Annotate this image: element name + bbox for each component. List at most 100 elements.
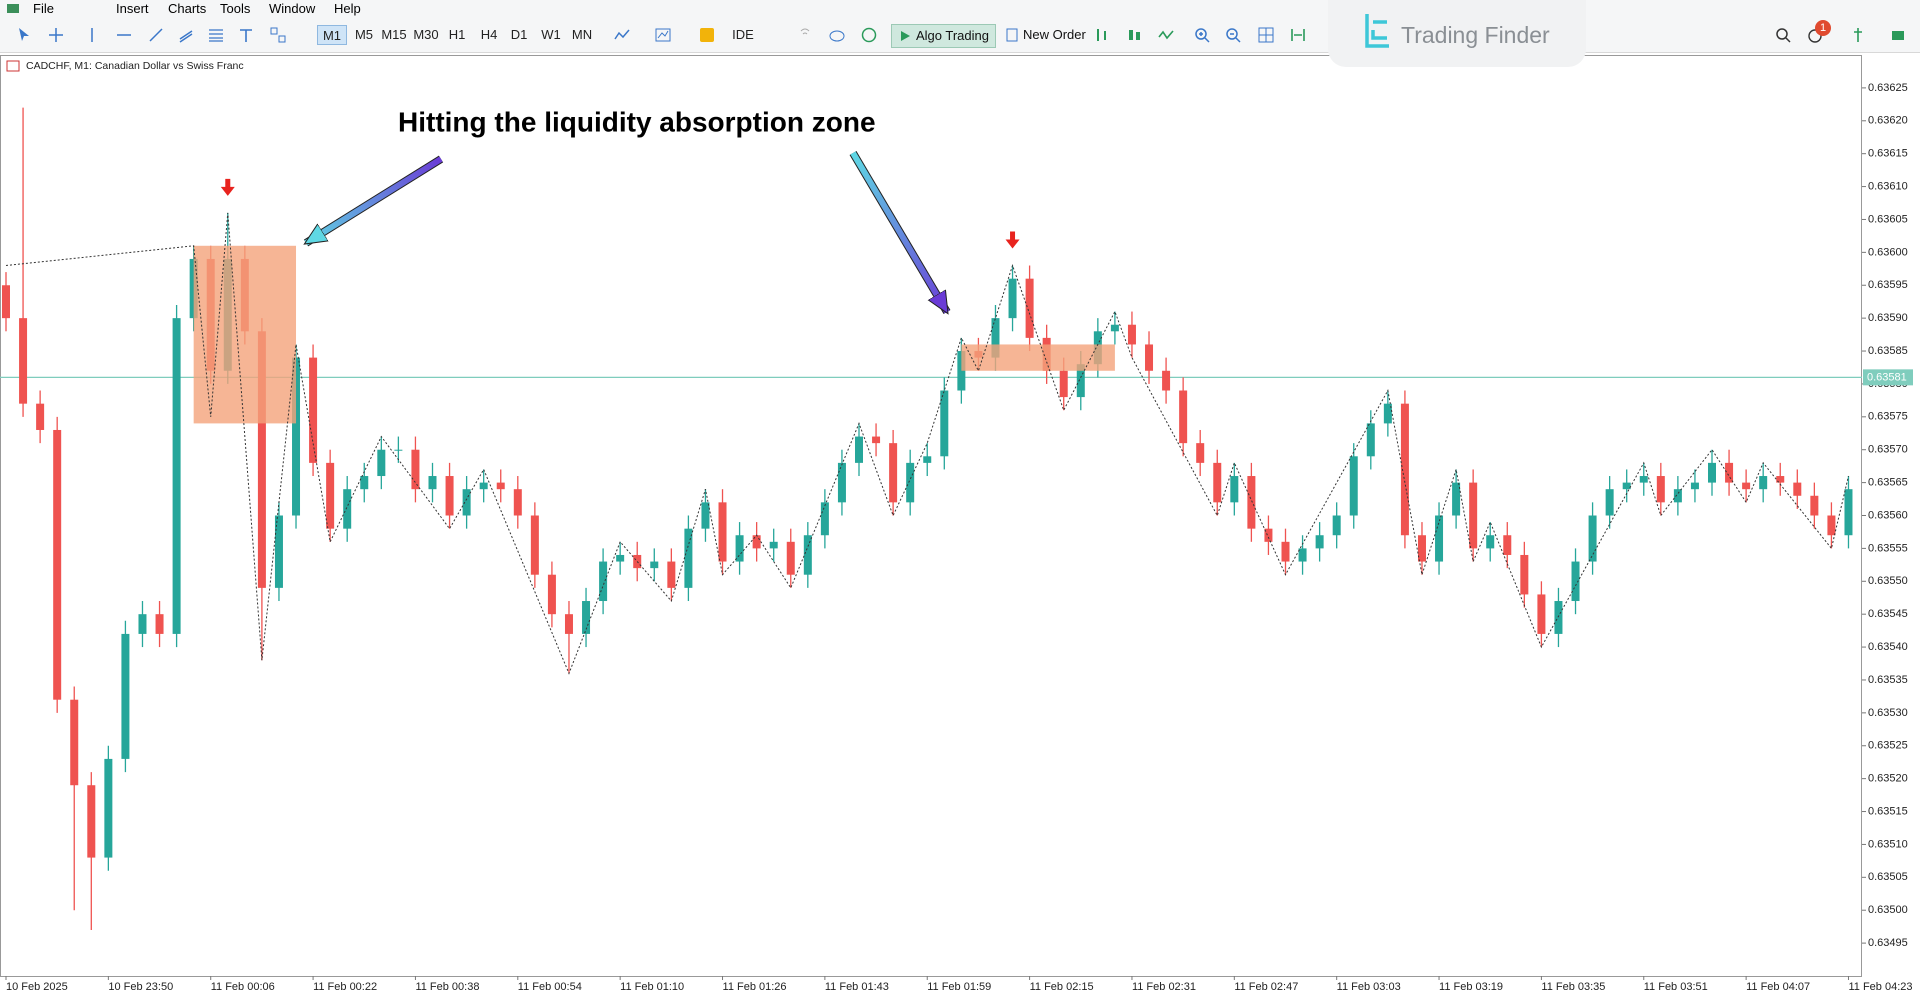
- x-tick-label: 11 Feb 00:22: [313, 981, 377, 993]
- account-icon[interactable]: [1850, 27, 1866, 43]
- market-icon[interactable]: [699, 27, 715, 43]
- x-tick-label: 11 Feb 03:03: [1337, 981, 1401, 993]
- text-icon[interactable]: [238, 27, 254, 43]
- timeframe-button[interactable]: H4: [480, 27, 498, 42]
- cloud-icon[interactable]: [829, 27, 845, 43]
- x-tick-label: 11 Feb 01:10: [620, 981, 684, 993]
- y-tick-label: 0.63510: [1868, 838, 1908, 850]
- candle-body: [1008, 278, 1017, 319]
- ide-button[interactable]: IDE: [732, 27, 754, 42]
- x-tick-label: 11 Feb 03:35: [1541, 981, 1605, 993]
- candle-body: [1332, 515, 1341, 536]
- candle-body: [701, 502, 710, 529]
- timeframe-button[interactable]: D1: [510, 27, 528, 42]
- menu-item[interactable]: Tools: [220, 1, 251, 16]
- trendline-icon[interactable]: [148, 27, 164, 43]
- line-icon[interactable]: [1158, 27, 1174, 43]
- vline-icon[interactable]: [84, 27, 100, 43]
- annotation: Hitting the liquidity absorption zone: [398, 106, 876, 137]
- candle-body: [1145, 344, 1154, 371]
- candle-body: [1486, 535, 1495, 549]
- candle-body: [889, 443, 898, 503]
- timeframe-button[interactable]: M5: [354, 27, 374, 42]
- candle-body: [820, 502, 829, 536]
- hline-icon[interactable]: [116, 27, 132, 43]
- y-tick-label: 0.63620: [1868, 115, 1908, 127]
- candle-body: [138, 614, 147, 634]
- menu-item[interactable]: Help: [334, 1, 361, 16]
- x-tick-label: 11 Feb 03:51: [1644, 981, 1708, 993]
- candle-body: [1639, 476, 1648, 483]
- x-tick-label: 11 Feb 04:07: [1746, 981, 1810, 993]
- candle-body: [53, 429, 62, 700]
- y-tick-label: 0.63540: [1868, 641, 1908, 653]
- candle-body: [1366, 423, 1375, 457]
- timeframe-button[interactable]: W1: [541, 27, 561, 42]
- candle-body: [1827, 515, 1836, 536]
- y-tick-label: 0.63625: [1868, 82, 1908, 94]
- fibo-icon[interactable]: [208, 27, 224, 43]
- grid-icon[interactable]: [1258, 27, 1274, 43]
- window-icon[interactable]: [1890, 27, 1906, 43]
- signal-icon[interactable]: [797, 27, 813, 43]
- candle-body: [1417, 535, 1426, 562]
- timeframe-button[interactable]: M30: [413, 27, 439, 42]
- zoom-out-icon[interactable]: [1225, 27, 1241, 43]
- candle-body: [564, 614, 573, 634]
- candle-body: [1435, 515, 1444, 562]
- signal-arrow: [220, 178, 235, 196]
- x-tick-label: 10 Feb 2025: [6, 981, 68, 993]
- candle-body: [872, 436, 881, 444]
- timeframe-button[interactable]: M1: [317, 25, 347, 45]
- x-tick-label: 11 Feb 02:47: [1234, 981, 1298, 993]
- chart-type-icon[interactable]: [614, 27, 630, 43]
- candle-body: [1213, 462, 1222, 503]
- y-tick-label: 0.63495: [1868, 937, 1908, 949]
- bars-icon[interactable]: [1094, 27, 1110, 43]
- new-order-button[interactable]: New Order: [999, 24, 1092, 46]
- y-tick-label: 0.63560: [1868, 509, 1908, 521]
- indicator-icon[interactable]: [655, 27, 671, 43]
- candle-body: [1844, 489, 1853, 536]
- zoom-in-icon[interactable]: [1194, 27, 1210, 43]
- menu-item[interactable]: Window: [269, 1, 316, 16]
- candle-body: [1810, 495, 1819, 516]
- candle-body: [1452, 482, 1461, 516]
- autoscroll-icon[interactable]: [1290, 27, 1306, 43]
- vps-icon[interactable]: [861, 27, 877, 43]
- timeframe-button[interactable]: MN: [571, 27, 593, 42]
- candle-body: [1247, 476, 1256, 529]
- candle-body: [428, 476, 437, 490]
- x-tick-label: 11 Feb 00:06: [211, 981, 275, 993]
- candle-body: [616, 554, 625, 562]
- y-tick-label: 0.63595: [1868, 279, 1908, 291]
- candle-body: [650, 561, 659, 569]
- y-tick-label: 0.63575: [1868, 411, 1908, 423]
- timeframe-button[interactable]: H1: [448, 27, 466, 42]
- y-tick-label: 0.63590: [1868, 312, 1908, 324]
- y-tick-label: 0.63605: [1868, 213, 1908, 225]
- y-tick-label: 0.63545: [1868, 608, 1908, 620]
- channel-icon[interactable]: [178, 27, 194, 43]
- candle-body: [906, 462, 915, 503]
- button-label: Algo Trading: [916, 28, 989, 43]
- candle-body: [803, 535, 812, 575]
- candle-body: [411, 449, 420, 490]
- menu-item[interactable]: Insert: [116, 1, 149, 16]
- timeframe-button[interactable]: M15: [381, 27, 407, 42]
- algo-trading-button[interactable]: Algo Trading: [891, 24, 996, 48]
- shapes-icon[interactable]: [270, 27, 286, 43]
- menu-item[interactable]: Charts: [168, 1, 207, 16]
- candle-body: [155, 614, 164, 634]
- candles-icon[interactable]: [1127, 27, 1143, 43]
- play-icon: [901, 31, 910, 41]
- crosshair-icon[interactable]: [48, 27, 64, 43]
- candle-body: [1742, 482, 1751, 490]
- x-tick-label: 11 Feb 00:38: [415, 981, 479, 993]
- candle-body: [462, 489, 471, 516]
- candle-body: [1673, 489, 1682, 503]
- candle-body: [1520, 554, 1529, 595]
- menu-item[interactable]: File: [33, 1, 54, 16]
- cursor-icon[interactable]: [16, 27, 32, 43]
- search-icon[interactable]: [1775, 27, 1791, 43]
